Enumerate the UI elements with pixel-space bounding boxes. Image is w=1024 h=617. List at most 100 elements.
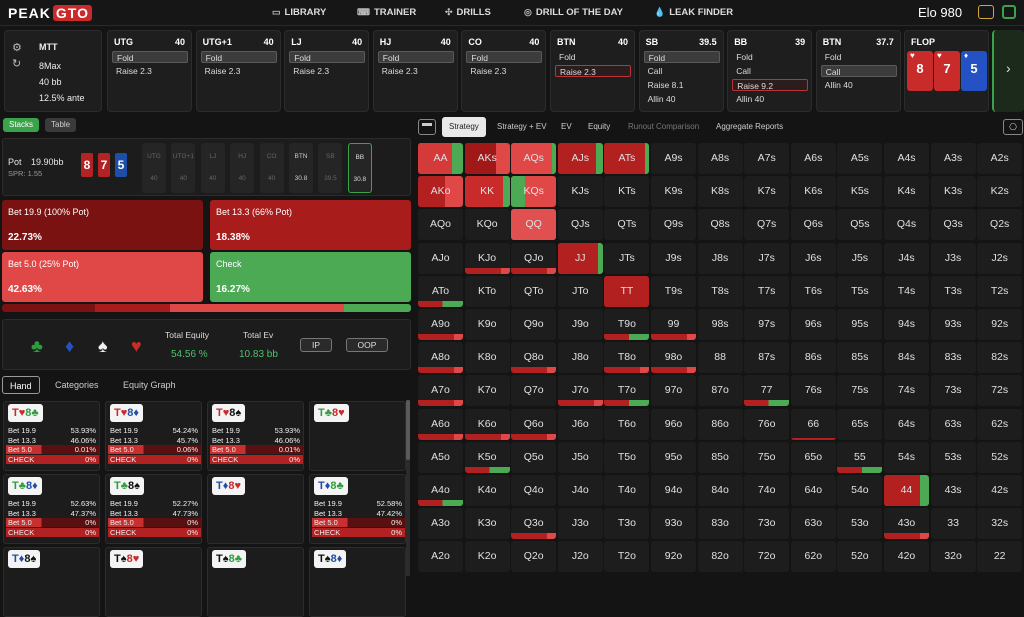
- hand-cell-q5o[interactable]: Q5o: [511, 441, 557, 473]
- hand-cell-q7s[interactable]: Q7s: [744, 209, 790, 241]
- hand-cell-63s[interactable]: 63s: [930, 408, 976, 440]
- hand-cell-84o[interactable]: 84o: [697, 475, 743, 506]
- hand-cell-75s[interactable]: 75s: [837, 375, 883, 407]
- seat-sb[interactable]: SB 39.5: [318, 143, 343, 193]
- hand-cell-a5o[interactable]: A5o: [418, 441, 463, 473]
- tab-strategy-ev[interactable]: Strategy + EV: [497, 122, 547, 131]
- action-option[interactable]: Raise 2.3: [381, 66, 418, 76]
- hand-cell-j4s[interactable]: J4s: [884, 242, 929, 274]
- hand-cell-53o[interactable]: 53o: [837, 508, 883, 540]
- hand-cell-a2o[interactable]: A2o: [418, 541, 463, 573]
- hand-cell-q4o[interactable]: Q4o: [511, 475, 557, 506]
- combo-scrollbar[interactable]: [406, 400, 410, 576]
- position-card-lj[interactable]: LJ 40 Fold Raise 2.3: [284, 30, 370, 112]
- hand-cell-43s[interactable]: 43s: [930, 475, 976, 506]
- action-option[interactable]: Call: [820, 65, 897, 77]
- hand-cell-aqs[interactable]: AQs: [511, 143, 557, 174]
- hand-cell-t4o[interactable]: T4o: [604, 475, 650, 506]
- nav-drills[interactable]: ✣ DRILLS: [445, 7, 491, 18]
- action-option[interactable]: Raise 2.3: [293, 66, 330, 76]
- action-option[interactable]: Raise 2.3: [116, 66, 152, 76]
- hand-cell-96o[interactable]: 96o: [651, 408, 696, 440]
- tab-ev[interactable]: EV: [561, 122, 572, 131]
- hand-cell-44[interactable]: 44: [884, 475, 929, 506]
- hand-cell-32o[interactable]: 32o: [930, 541, 976, 573]
- hand-cell-a7s[interactable]: A7s: [744, 143, 790, 174]
- hand-cell-92o[interactable]: 92o: [651, 541, 696, 573]
- combo-card[interactable]: T♣8♦ Bet 19.9 52.63% Bet 13.3 47.37% Bet 5.0 0…: [3, 474, 100, 544]
- stacks-toggle[interactable]: Stacks: [3, 118, 40, 132]
- hand-cell-76o[interactable]: 76o: [744, 408, 790, 440]
- hand-cell-a8o[interactable]: A8o: [418, 342, 463, 374]
- hand-cell-t3o[interactable]: T3o: [604, 508, 650, 540]
- hand-cell-qts[interactable]: QTs: [604, 209, 650, 241]
- hand-cell-q5s[interactable]: Q5s: [837, 209, 883, 241]
- hand-cell-qq[interactable]: QQ: [511, 209, 557, 241]
- hand-cell-k2o[interactable]: K2o: [464, 541, 510, 573]
- hand-cell-k5s[interactable]: K5s: [837, 176, 883, 208]
- action-option[interactable]: Allin 40: [736, 94, 765, 104]
- hand-cell-65o[interactable]: 65o: [790, 441, 836, 473]
- hand-cell-66[interactable]: 66: [790, 408, 836, 440]
- hand-cell-a3s[interactable]: A3s: [930, 143, 976, 174]
- action-option[interactable]: Fold: [559, 52, 576, 62]
- hand-cell-k4o[interactable]: K4o: [464, 475, 510, 506]
- hand-cell-83o[interactable]: 83o: [697, 508, 743, 540]
- hand-cell-94o[interactable]: 94o: [651, 475, 696, 506]
- heart-icon[interactable]: ♥: [131, 336, 142, 356]
- hand-cell-75o[interactable]: 75o: [744, 441, 790, 473]
- hand-cell-q2o[interactable]: Q2o: [511, 541, 557, 573]
- hand-cell-52o[interactable]: 52o: [837, 541, 883, 573]
- action-option[interactable]: Raise 9.2: [732, 79, 809, 91]
- hand-cell-t2s[interactable]: T2s: [977, 275, 1023, 307]
- hand-cell-kjs[interactable]: KJs: [557, 176, 603, 208]
- position-card-sb[interactable]: SB 39.5 Fold Call Raise 8.1 Allin 40: [638, 30, 724, 112]
- hand-cell-72o[interactable]: 72o: [744, 541, 790, 573]
- action-option[interactable]: Fold: [112, 51, 188, 63]
- seat-btn[interactable]: BTN 30.8: [289, 143, 313, 193]
- action-tile[interactable]: Bet 5.0 (25% Pot) 42.63%: [2, 252, 203, 302]
- position-card-btn[interactable]: BTN 37.7 Fold Call Allin 40: [815, 30, 901, 112]
- seat-utg[interactable]: UTG 40: [142, 143, 166, 193]
- hand-cell-83s[interactable]: 83s: [930, 342, 976, 374]
- nav-library[interactable]: ▭ LIBRARY: [272, 7, 327, 18]
- hand-cell-62s[interactable]: 62s: [977, 408, 1023, 440]
- position-card-utg-plus-1[interactable]: UTG+1 40 Fold Raise 2.3: [195, 30, 281, 112]
- hand-cell-j6s[interactable]: J6s: [790, 242, 836, 274]
- hand-cell-q4s[interactable]: Q4s: [884, 209, 929, 241]
- tab-runout-comparison[interactable]: Runout Comparison: [628, 122, 700, 131]
- hand-cell-a5s[interactable]: A5s: [837, 143, 883, 174]
- hand-cell-k9s[interactable]: K9s: [651, 176, 696, 208]
- hand-cell-t5s[interactable]: T5s: [837, 275, 883, 307]
- hand-cell-j5s[interactable]: J5s: [837, 242, 883, 274]
- hand-cell-q9o[interactable]: Q9o: [511, 309, 557, 340]
- tab-equity-graph[interactable]: Equity Graph: [123, 380, 176, 390]
- action-option[interactable]: Fold: [824, 52, 842, 62]
- action-option[interactable]: Fold: [466, 51, 543, 63]
- hand-cell-a8s[interactable]: A8s: [697, 143, 743, 174]
- action-option[interactable]: Fold: [377, 51, 454, 63]
- action-option[interactable]: Fold: [289, 51, 366, 63]
- action-tile[interactable]: Bet 13.3 (66% Pot) 18.38%: [210, 200, 411, 250]
- hand-cell-q2s[interactable]: Q2s: [977, 209, 1023, 241]
- hand-cell-76s[interactable]: 76s: [790, 375, 836, 407]
- refresh-icon[interactable]: ↻: [12, 58, 22, 70]
- hand-cell-72s[interactable]: 72s: [977, 375, 1023, 407]
- hand-cell-t5o[interactable]: T5o: [604, 441, 650, 473]
- seat-utg-plus-1[interactable]: UTG+1 40: [171, 143, 196, 193]
- layout-icon[interactable]: [1002, 5, 1016, 19]
- hand-cell-j8o[interactable]: J8o: [557, 342, 603, 374]
- hand-cell-qjs[interactable]: QJs: [557, 209, 603, 241]
- hand-cell-q8s[interactable]: Q8s: [697, 209, 743, 241]
- hand-cell-k9o[interactable]: K9o: [464, 309, 510, 340]
- hand-cell-74o[interactable]: 74o: [744, 475, 790, 506]
- table-toggle[interactable]: Table: [45, 118, 77, 132]
- combo-card[interactable]: T♣8♥: [309, 401, 406, 471]
- hand-cell-j2s[interactable]: J2s: [977, 242, 1023, 274]
- hand-cell-jto[interactable]: JTo: [557, 275, 603, 307]
- hand-cell-j7o[interactable]: J7o: [557, 375, 603, 407]
- action-option[interactable]: Call: [736, 66, 751, 76]
- hand-cell-j6o[interactable]: J6o: [557, 408, 603, 440]
- hand-cell-95o[interactable]: 95o: [651, 441, 696, 473]
- chevron-right-icon[interactable]: ›: [1006, 60, 1011, 76]
